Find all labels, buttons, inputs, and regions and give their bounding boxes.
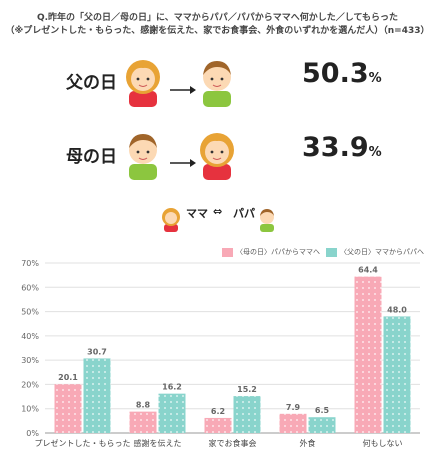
y-tick-label: 70% xyxy=(21,259,39,268)
bar-chart: 0% 10% 20% 30% 40% 50% 60% 70% 20.1 30.7 プレゼントした・も… xyxy=(21,259,420,448)
data-label: 8.8 xyxy=(136,401,151,410)
swap-arrow: ⇔ xyxy=(213,205,223,218)
bar xyxy=(308,417,336,433)
question-line-1: Q.昨年の「父の日／母の日」に、ママからパパ／パパからママへ何かした／してもらっ… xyxy=(36,13,399,23)
bar xyxy=(204,417,232,433)
father-small-icon xyxy=(260,209,274,232)
legend-label: 〈父の日〉ママからパパへ xyxy=(340,248,424,256)
data-label: 6.2 xyxy=(211,407,225,416)
data-label: 30.7 xyxy=(87,347,107,356)
data-label: 16.2 xyxy=(162,383,182,392)
arrow-right-icon xyxy=(170,86,196,94)
x-tick-label: 何もしない xyxy=(363,438,403,448)
bar xyxy=(83,358,111,433)
bar xyxy=(158,393,186,433)
legend-swatch-pink xyxy=(222,247,233,257)
mother-face-icon xyxy=(200,133,234,180)
mothers-day-percentage: 33.9% xyxy=(302,132,382,163)
y-tick-label: 30% xyxy=(21,356,39,365)
arrow-right-icon xyxy=(170,159,196,167)
mothers-day-value: 33.9 xyxy=(302,132,369,163)
y-tick-label: 20% xyxy=(21,380,39,389)
data-label: 64.4 xyxy=(358,266,378,275)
bar xyxy=(233,396,261,433)
bar xyxy=(383,316,411,433)
bar xyxy=(279,413,307,433)
fathers-day-unit: % xyxy=(368,71,382,86)
y-tick-label: 60% xyxy=(21,283,39,292)
x-tick-label: 家でお食事会 xyxy=(209,438,257,448)
father-face-icon xyxy=(129,134,157,180)
data-label: 15.2 xyxy=(237,385,257,394)
y-tick-label: 40% xyxy=(21,332,39,341)
legend-item-mothers-day: 〈母の日〉パパからママへ xyxy=(222,247,320,257)
fathers-day-label: 父の日 xyxy=(66,73,117,93)
data-label: 48.0 xyxy=(387,305,407,314)
y-tick-label: 0% xyxy=(26,429,39,438)
y-tick-label: 50% xyxy=(21,308,39,317)
x-tick-label: プレゼントした・もらった xyxy=(35,438,131,448)
data-label: 6.5 xyxy=(315,406,330,415)
data-label: 20.1 xyxy=(58,373,78,382)
y-tick-label: 10% xyxy=(21,405,39,414)
mothers-day-label: 母の日 xyxy=(66,147,117,167)
legend-item-fathers-day: 〈父の日〉ママからパパへ xyxy=(326,247,424,257)
mother-small-icon xyxy=(162,208,180,232)
data-label: 7.9 xyxy=(286,403,301,412)
fathers-day-value: 50.3 xyxy=(302,58,369,89)
bar xyxy=(54,384,82,433)
legend-label: 〈母の日〉パパからママへ xyxy=(236,248,320,256)
mother-face-icon xyxy=(126,60,160,107)
question-line-2: （※プレゼントした・もらった、感謝を伝えた、家でお食事会、外食のいずれかを選んだ… xyxy=(5,26,430,36)
father-face-icon xyxy=(203,61,231,107)
x-tick-label: 感謝を伝えた xyxy=(134,438,182,448)
mothers-day-unit: % xyxy=(368,145,382,160)
legend-swatch-teal xyxy=(326,247,337,257)
bar xyxy=(354,276,382,433)
papa-label: パパ xyxy=(233,207,255,220)
fathers-day-percentage: 50.3% xyxy=(302,58,382,89)
bar xyxy=(129,411,157,433)
mama-label: ママ xyxy=(186,207,208,220)
x-tick-label: 外食 xyxy=(300,438,316,448)
